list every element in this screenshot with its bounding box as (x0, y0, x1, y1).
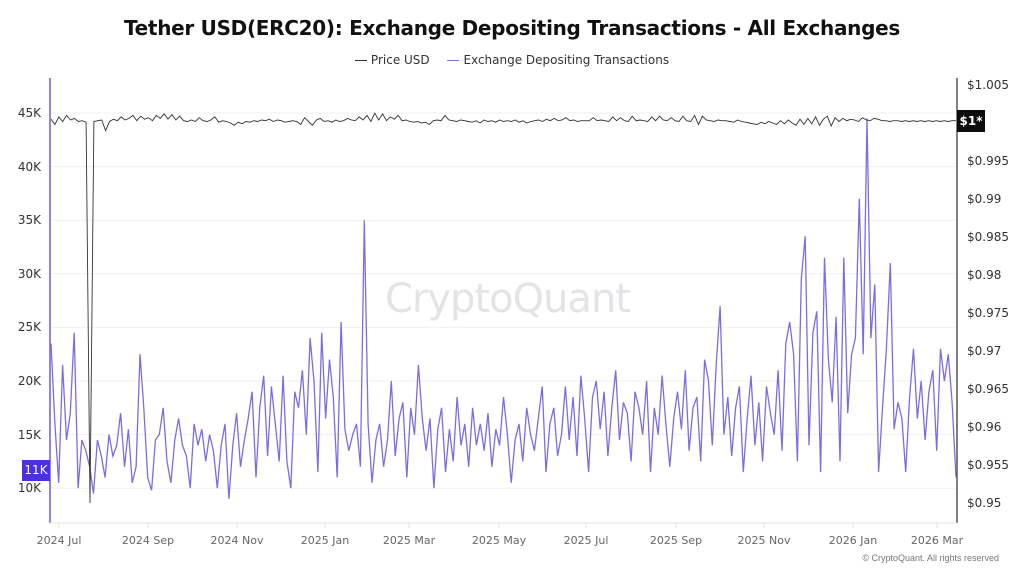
x-tick-label: 2024 Sep (121, 534, 175, 547)
y-right-tick-label: $0.985 (967, 230, 1009, 244)
y-left-tick-label: 40K (17, 159, 41, 174)
chart-title: Tether USD(ERC20): Exchange Depositing T… (123, 16, 900, 40)
legend-item-transactions[interactable]: Exchange Depositing Transactions (447, 53, 669, 67)
y-left-tick-label: 10K (17, 481, 41, 496)
y-right-tick-label: $0.955 (967, 458, 1009, 472)
x-tick-label: 2025 Mar (382, 534, 436, 547)
legend-item-price[interactable]: Price USD (354, 53, 430, 68)
current-value-badge-price: $1* (957, 110, 985, 132)
y-left-tick-label: 25K (17, 320, 41, 335)
legend-swatch-transactions (447, 59, 460, 61)
legend-label-transactions: Exchange Depositing Transactions (463, 53, 670, 68)
y-left-tick-label: 45K (17, 106, 41, 120)
y-right-tick-label: $0.995 (967, 154, 1009, 168)
y-left-tick-label: 30K (17, 266, 41, 281)
y-right-tick-label: $0.975 (967, 306, 1009, 320)
y-right-tick-label: $0.99 (967, 192, 1002, 206)
x-tick-label: 2024 Jul (36, 534, 82, 547)
y-left-tick-label: 15K (17, 427, 41, 442)
watermark: CryptoQuant (385, 276, 631, 322)
y-left-tick-label: 35K (17, 213, 41, 228)
y-right-tick-label: $0.96 (967, 420, 1002, 434)
x-tick-label: 2025 Jan (300, 534, 350, 547)
legend-label-price: Price USD (370, 53, 430, 68)
x-tick-label: 2024 Nov (210, 534, 264, 547)
current-value-badge-transactions: 11K (22, 460, 50, 481)
y-right-tick-label: $0.965 (967, 382, 1009, 396)
x-tick-label: 2025 Nov (737, 534, 791, 547)
x-tick-label: 2025 Jul (563, 534, 609, 547)
series-price-usd[interactable] (50, 112, 956, 504)
x-tick-label: 2026 Mar (910, 534, 964, 547)
series-exchange-depositing-transactions[interactable] (50, 118, 957, 499)
legend: Price USD Exchange Depositing Transactio… (0, 50, 1024, 67)
copyright-notice: © CryptoQuant. All rights reserved (862, 553, 999, 563)
y-right-tick-label: $0.97 (967, 344, 1002, 358)
x-tick-label: 2025 May (471, 534, 527, 547)
x-tick-label: 2025 Sep (649, 534, 703, 547)
y-right-tick-label: $0.95 (967, 496, 1002, 510)
y-right-tick-label: $1.005 (967, 78, 1009, 92)
y-right-tick-label: $0.98 (967, 268, 1002, 282)
y-left-tick-label: 20K (17, 374, 41, 388)
legend-swatch-price (354, 59, 367, 61)
x-tick-label: 2026 Jan (828, 534, 878, 547)
x-tick-marks (58, 523, 938, 528)
